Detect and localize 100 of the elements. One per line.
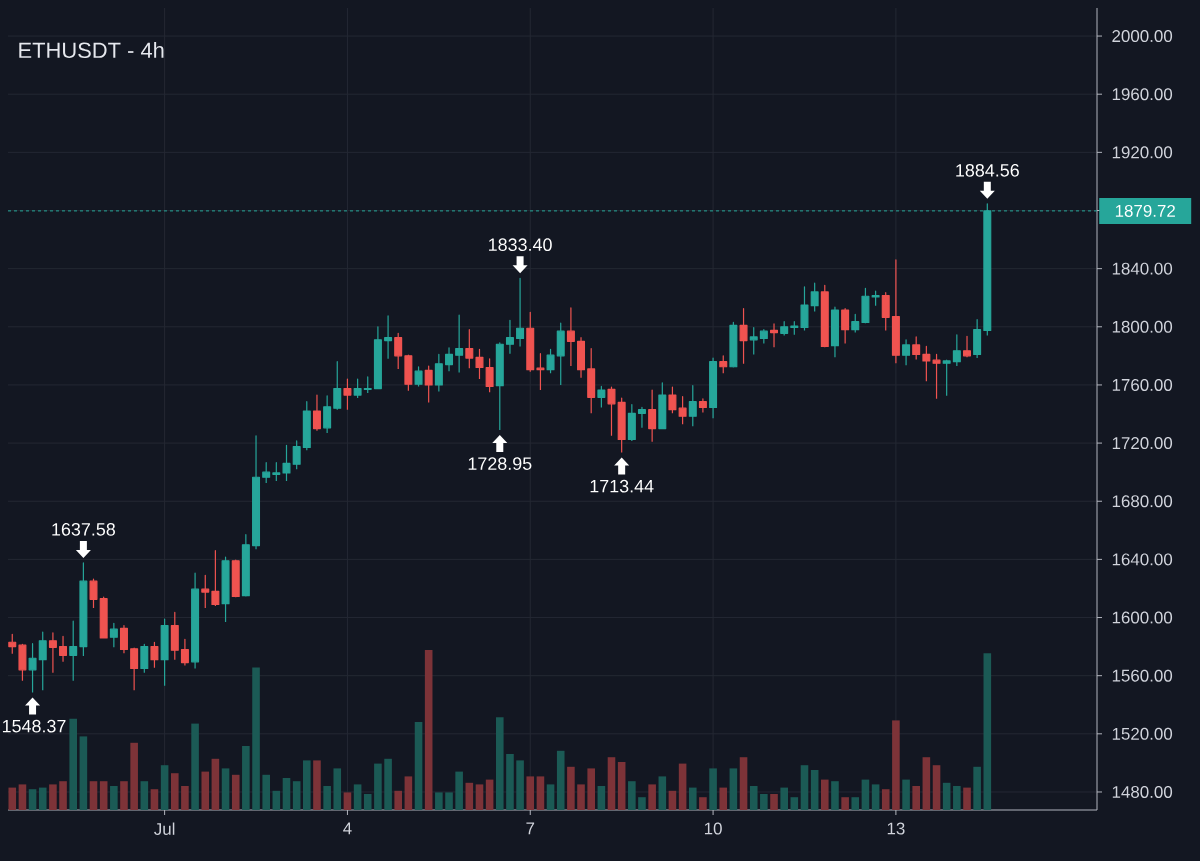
bar [160, 765, 169, 810]
bar [973, 766, 981, 810]
candlestick [79, 562, 88, 657]
candlestick [272, 462, 281, 482]
bar [170, 773, 179, 810]
candlestick [130, 647, 139, 691]
candlestick [241, 534, 250, 598]
candlestick [881, 292, 890, 332]
bar [79, 736, 88, 810]
candlestick [89, 578, 98, 609]
candlestick [119, 624, 128, 654]
candlestick [770, 323, 779, 348]
annotation: 1884.56 [956, 163, 1019, 177]
candlestick [861, 287, 870, 324]
candlestick [973, 318, 982, 359]
y-tick-label: 1720.00 [1112, 437, 1173, 450]
candlestick [8, 633, 17, 655]
bar [333, 768, 342, 810]
bar [292, 781, 301, 810]
bar [587, 768, 595, 810]
candlestick [455, 314, 464, 374]
bar [374, 763, 382, 810]
bar [506, 754, 514, 810]
candlestick [69, 620, 78, 682]
y-tick-label: 1960.00 [1112, 88, 1173, 101]
y-tick-label: 1920.00 [1112, 146, 1173, 159]
bar [556, 750, 565, 810]
candlestick [739, 308, 748, 365]
candlestick [180, 638, 189, 667]
candlestick [109, 622, 118, 648]
candlestick [18, 643, 27, 682]
bar [150, 789, 159, 810]
bar [902, 779, 910, 810]
candlestick [800, 286, 809, 332]
bar [912, 786, 920, 810]
candlestick [780, 321, 789, 337]
bar [455, 771, 463, 810]
bar [424, 650, 433, 810]
candlestick [48, 632, 57, 674]
bar [313, 760, 321, 810]
bar [983, 653, 992, 810]
candlestick [637, 406, 646, 429]
candlestick [607, 386, 616, 437]
bar [302, 760, 311, 810]
x-tick-label: 13 [887, 822, 905, 835]
bar [99, 781, 108, 810]
candlestick [323, 395, 332, 434]
bar [516, 760, 524, 810]
bar [221, 768, 230, 810]
annotation: 1728.95 [468, 457, 532, 470]
bar [89, 781, 98, 810]
candlestick [688, 385, 697, 427]
candlestick [658, 382, 667, 430]
bar [201, 771, 210, 810]
bar [69, 718, 78, 810]
x-tick-label: Jul [154, 822, 175, 835]
candlestick [648, 389, 657, 443]
candlestick [424, 365, 433, 403]
candlestick [211, 550, 220, 607]
candlestick [820, 284, 829, 348]
candlestick [597, 385, 606, 409]
candlestick [526, 311, 535, 373]
candlestick [871, 290, 880, 307]
bar [18, 784, 27, 810]
x-tick-label: 4 [343, 822, 352, 835]
bar [729, 768, 738, 810]
bar [465, 782, 474, 810]
bar [617, 762, 626, 810]
candlestick [363, 376, 372, 394]
candlestick [221, 556, 230, 623]
bar [942, 782, 951, 810]
candlestick [170, 611, 179, 661]
candlestick [587, 347, 596, 414]
candlestick [912, 336, 921, 361]
candlestick [617, 397, 626, 454]
bar [353, 784, 362, 810]
candlestick [830, 306, 839, 358]
candlestick [333, 361, 342, 411]
bar [607, 757, 616, 810]
candlestick [302, 401, 311, 451]
bar [272, 790, 281, 810]
candlestick [546, 348, 555, 374]
bar [709, 768, 717, 810]
bar [770, 794, 778, 810]
candlestick [485, 358, 494, 393]
bar [597, 786, 606, 810]
bar [760, 794, 768, 810]
candlestick [841, 308, 850, 345]
bar [577, 784, 585, 810]
bar [841, 797, 849, 810]
bar [892, 720, 900, 810]
bar [719, 787, 728, 810]
bar [242, 746, 250, 810]
bar [800, 765, 809, 810]
candlestick [414, 366, 423, 387]
candlestick [38, 631, 47, 691]
bar [495, 717, 504, 810]
y-tick-label: 1520.00 [1112, 727, 1173, 740]
bar [140, 781, 149, 810]
bar [871, 784, 880, 810]
